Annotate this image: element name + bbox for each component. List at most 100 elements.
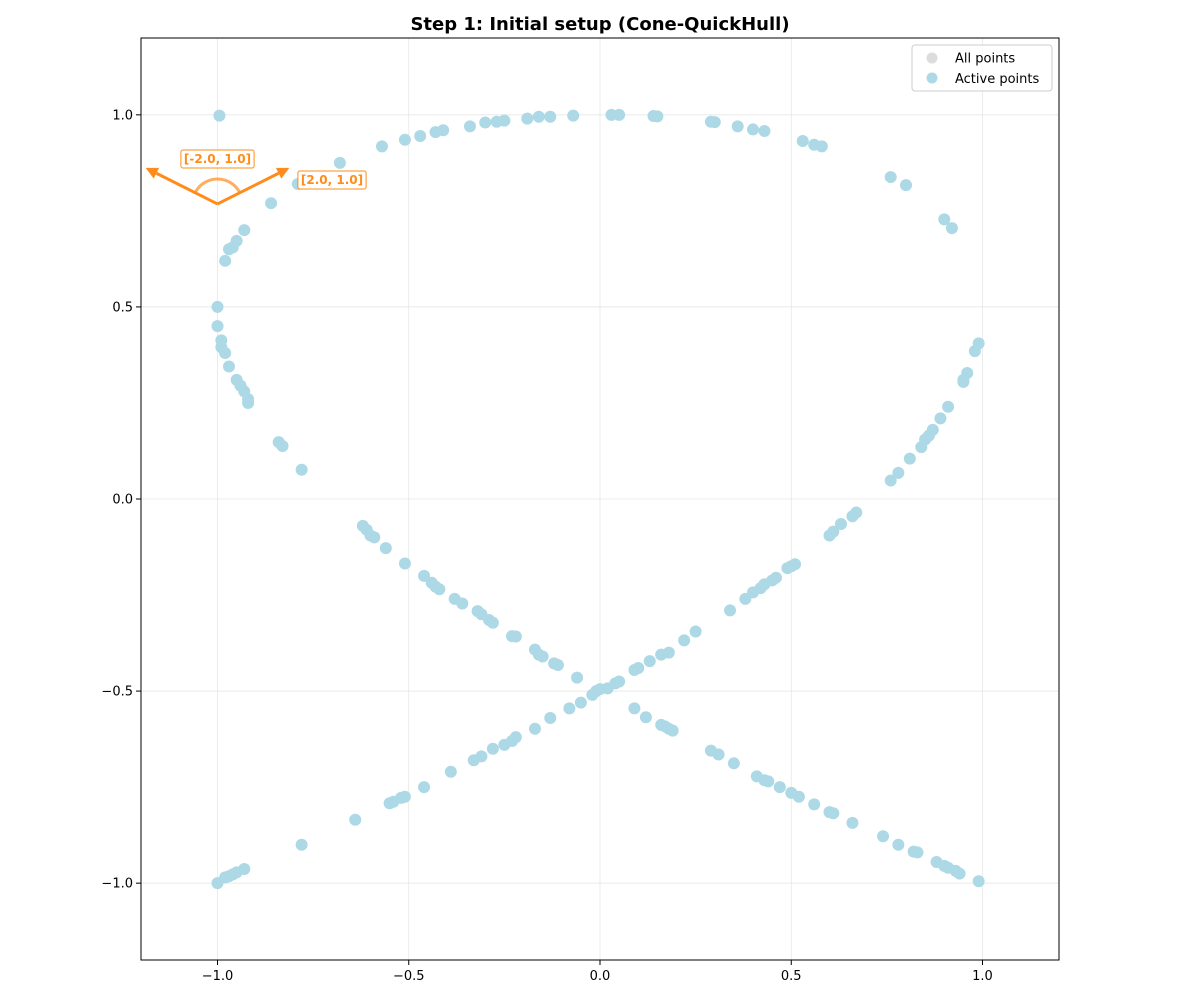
data-point bbox=[219, 254, 232, 267]
data-point bbox=[712, 748, 725, 761]
axis-ticks: −1.0 −0.5 0.0 0.5 1.0 −1.0 −0.5 0.0 0.5 1.0 bbox=[101, 108, 992, 984]
data-point bbox=[651, 110, 664, 123]
data-point bbox=[567, 109, 580, 122]
data-point bbox=[563, 702, 576, 715]
data-point bbox=[498, 114, 511, 127]
data-point bbox=[808, 798, 821, 811]
data-point bbox=[536, 650, 549, 663]
cone-direction-label: [2.0, 1.0] bbox=[297, 170, 367, 190]
data-point bbox=[295, 463, 308, 476]
data-point bbox=[418, 569, 431, 582]
data-point bbox=[747, 123, 759, 136]
data-point bbox=[643, 655, 656, 668]
data-point bbox=[961, 366, 974, 379]
data-point bbox=[639, 711, 652, 724]
legend-label-active-points: Active points bbox=[955, 72, 1039, 87]
data-point bbox=[509, 630, 522, 643]
data-point bbox=[479, 116, 492, 129]
data-point bbox=[689, 625, 702, 638]
data-point bbox=[762, 775, 775, 788]
y-tick-label: 0.5 bbox=[112, 300, 133, 315]
data-point bbox=[368, 531, 381, 544]
data-point bbox=[708, 116, 721, 129]
data-point bbox=[486, 616, 499, 629]
data-point bbox=[551, 658, 564, 671]
data-point bbox=[900, 179, 912, 192]
data-point bbox=[834, 517, 847, 530]
data-point bbox=[938, 213, 951, 226]
data-point bbox=[398, 790, 411, 803]
data-point bbox=[418, 781, 431, 794]
data-point bbox=[972, 875, 985, 888]
legend-box bbox=[911, 44, 1053, 92]
data-point bbox=[972, 337, 985, 350]
data-point bbox=[463, 120, 476, 133]
data-point bbox=[892, 838, 905, 851]
data-point bbox=[521, 112, 534, 125]
data-point bbox=[222, 360, 235, 373]
data-point bbox=[945, 222, 958, 235]
data-point bbox=[528, 722, 541, 735]
data-point bbox=[379, 542, 392, 555]
data-point bbox=[827, 807, 840, 820]
data-point bbox=[773, 781, 786, 794]
data-point bbox=[613, 108, 626, 121]
x-tick-label: −1.0 bbox=[202, 969, 234, 984]
data-point bbox=[544, 711, 557, 724]
data-point bbox=[333, 156, 346, 169]
data-point bbox=[846, 816, 859, 829]
data-point bbox=[953, 867, 966, 880]
data-point bbox=[433, 583, 446, 596]
data-point bbox=[276, 439, 289, 452]
data-point bbox=[926, 423, 939, 436]
data-point bbox=[219, 347, 232, 360]
data-point bbox=[398, 557, 411, 570]
data-point bbox=[827, 525, 840, 538]
cone-label-text: [-2.0, 1.0] bbox=[184, 152, 251, 166]
data-point bbox=[628, 702, 641, 715]
cone-label-box bbox=[180, 149, 255, 169]
cone-label-box bbox=[297, 170, 367, 190]
data-point bbox=[571, 671, 584, 684]
data-point bbox=[211, 320, 224, 333]
data-point bbox=[509, 731, 522, 744]
data-point bbox=[789, 558, 802, 571]
data-point bbox=[662, 646, 675, 659]
cone-direction-arrow bbox=[216, 171, 280, 206]
data-point bbox=[884, 171, 897, 184]
data-point bbox=[295, 838, 308, 851]
legend: All points Active points bbox=[911, 44, 1053, 92]
x-tick-label: 0.5 bbox=[781, 969, 802, 984]
data-point bbox=[398, 133, 411, 146]
data-point bbox=[796, 134, 809, 147]
x-tick-label: −0.5 bbox=[393, 969, 425, 984]
x-tick-label: 0.0 bbox=[590, 969, 611, 984]
grid bbox=[141, 38, 1059, 960]
data-point bbox=[213, 109, 226, 122]
data-point bbox=[884, 474, 897, 487]
data-point bbox=[903, 452, 916, 465]
data-point bbox=[613, 675, 626, 688]
data-point bbox=[242, 396, 255, 409]
arrow-head bbox=[275, 167, 290, 179]
data-point bbox=[238, 862, 251, 875]
data-point bbox=[727, 757, 740, 770]
data-point bbox=[678, 634, 691, 647]
y-tick-label: 0.0 bbox=[112, 493, 133, 508]
data-point bbox=[731, 120, 744, 133]
y-tick-label: 1.0 bbox=[112, 108, 133, 123]
legend-marker-active-points bbox=[926, 72, 938, 84]
data-point bbox=[211, 300, 224, 313]
x-tick-label: 1.0 bbox=[972, 969, 993, 984]
data-point bbox=[456, 597, 469, 610]
data-point bbox=[349, 813, 362, 826]
data-point bbox=[877, 830, 890, 843]
data-point bbox=[942, 400, 955, 413]
data-point bbox=[724, 604, 737, 617]
data-point bbox=[632, 662, 645, 675]
data-point bbox=[238, 224, 251, 237]
data-point bbox=[769, 571, 782, 584]
data-point bbox=[444, 765, 457, 778]
data-point bbox=[792, 790, 805, 803]
